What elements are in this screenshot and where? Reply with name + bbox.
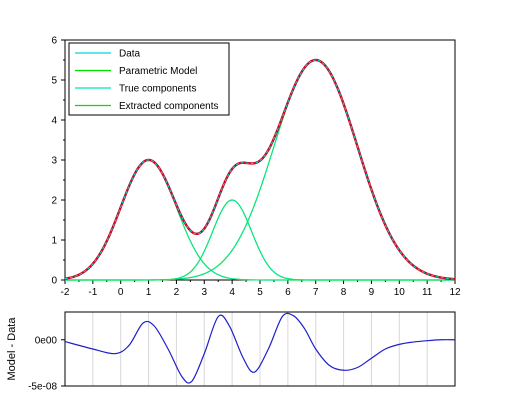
residual-line	[64, 312, 456, 384]
residual-y-tick-label: 0e00	[35, 335, 58, 346]
x-tick-label: 0	[118, 287, 124, 298]
x-tick-label: 11	[422, 287, 433, 298]
y-tick-label: 5	[51, 76, 57, 87]
x-tick-label: -2	[61, 287, 70, 298]
x-tick-label: 2	[174, 287, 180, 298]
x-tick-label: 9	[369, 287, 375, 298]
y-tick-label: 6	[51, 36, 57, 47]
extracted-component-2	[65, 199, 455, 281]
data-line	[64, 59, 456, 280]
extracted-component-1	[64, 159, 455, 281]
legend-label: Extracted components	[119, 101, 219, 112]
x-tick-label: -1	[88, 287, 97, 298]
residual-plot-frame	[64, 311, 456, 387]
x-tick-label: 10	[394, 287, 406, 298]
y-tick-label: 1	[51, 236, 57, 247]
true-component-1	[64, 159, 455, 281]
residual-panel: 0e00 -5e-08 Model - Data	[6, 311, 456, 393]
y-tick-label: 4	[51, 116, 57, 127]
x-tick-label: 8	[341, 287, 347, 298]
residual-y-axis-title: Model - Data	[6, 317, 18, 381]
x-tick-label: 5	[257, 287, 263, 298]
x-tick-label: 12	[449, 287, 461, 298]
x-tick-label: 1	[146, 287, 152, 298]
top-panel: -2 -1 0 1 2 3 4 5 6 7 8 9 10 11 120123456DataParametri…	[51, 36, 461, 299]
legend-label: Parametric Model	[119, 66, 197, 77]
x-tick-label: 4	[229, 287, 235, 298]
residual-y-tick-label: -5e-08	[28, 382, 57, 393]
true-component-2	[65, 199, 455, 281]
x-tick-label: 6	[285, 287, 291, 298]
x-tick-label: 3	[202, 287, 208, 298]
y-tick-label: 3	[51, 156, 57, 167]
y-tick-label: 0	[51, 276, 57, 287]
legend-label: Data	[119, 49, 141, 60]
x-tick-label: 7	[313, 287, 319, 298]
legend-box	[68, 42, 230, 116]
legend-label: True components	[119, 84, 196, 95]
y-tick-label: 2	[51, 196, 57, 207]
